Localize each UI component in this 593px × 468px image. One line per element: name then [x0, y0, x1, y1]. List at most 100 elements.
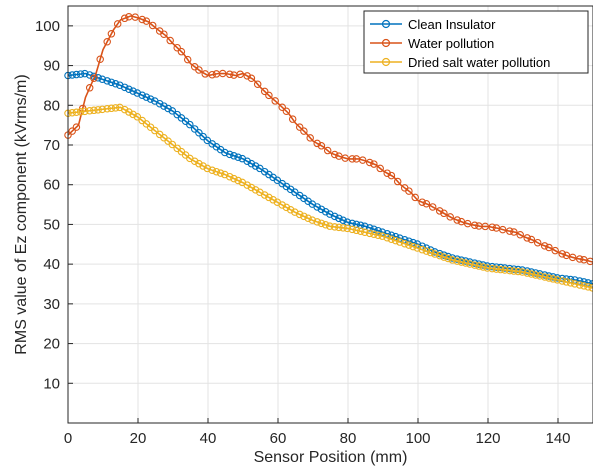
data-point	[461, 259, 470, 267]
data-point	[440, 253, 448, 261]
data-point	[125, 85, 133, 93]
data-point	[400, 239, 409, 248]
data-point	[72, 70, 81, 79]
data-point	[166, 36, 174, 45]
legend: Clean Insulator Water pollution Dried salt…	[363, 10, 589, 74]
data-point	[341, 154, 349, 162]
data-point	[269, 196, 277, 204]
data-point	[411, 193, 419, 202]
data-point	[151, 126, 159, 135]
data-point	[409, 242, 417, 251]
data-point	[523, 269, 531, 277]
data-point	[236, 70, 244, 79]
data-point	[225, 70, 234, 79]
data-point	[203, 164, 212, 173]
data-point	[588, 284, 593, 292]
data-point	[431, 248, 439, 256]
data-point	[190, 125, 199, 133]
data-point	[553, 276, 562, 284]
data-point	[545, 274, 553, 282]
series-2	[64, 103, 593, 292]
y-tick-label: 90	[43, 58, 60, 75]
data-point	[306, 134, 314, 142]
data-point	[370, 230, 378, 239]
data-point	[81, 107, 89, 116]
data-point	[422, 200, 431, 208]
data-point	[131, 13, 139, 21]
data-point	[330, 223, 339, 231]
data-point	[463, 219, 472, 228]
data-point	[160, 30, 168, 38]
data-point	[387, 171, 396, 180]
data-point	[288, 115, 297, 123]
data-point	[225, 172, 234, 181]
data-point	[286, 205, 295, 214]
data-point	[129, 87, 137, 95]
data-point	[483, 264, 492, 272]
x-axis-title: Sensor Position (mm)	[254, 449, 408, 466]
data-point	[216, 169, 225, 177]
data-point	[85, 84, 94, 92]
data-point	[523, 234, 531, 242]
data-point	[518, 268, 527, 276]
data-point	[243, 72, 251, 80]
plot-frame	[67, 5, 593, 424]
data-point	[418, 198, 426, 206]
data-point	[90, 106, 98, 115]
data-point	[113, 20, 122, 28]
data-point	[335, 223, 343, 232]
data-point	[558, 277, 566, 285]
data-point	[431, 250, 439, 258]
data-point	[343, 224, 352, 233]
data-point	[107, 78, 116, 87]
y-tick-label: 80	[43, 97, 60, 114]
data-point	[96, 55, 104, 63]
data-point	[68, 127, 76, 135]
data-point	[568, 253, 577, 262]
data-point	[308, 216, 317, 224]
legend-swatch-marker	[381, 19, 391, 29]
data-point	[330, 212, 339, 221]
data-point	[103, 37, 111, 46]
legend-swatch-marker	[381, 57, 391, 67]
data-point	[440, 209, 448, 218]
data-point	[313, 203, 321, 211]
legend-item: Clean Insulator	[370, 17, 496, 32]
x-tick-label: 20	[130, 430, 147, 447]
data-point	[317, 219, 326, 228]
data-point	[566, 279, 575, 287]
data-point	[190, 157, 199, 166]
data-point	[348, 155, 356, 163]
data-point	[243, 181, 251, 189]
data-point	[221, 170, 229, 179]
data-point	[234, 153, 242, 161]
data-point	[225, 150, 234, 159]
data-point	[374, 231, 382, 239]
y-tick-label: 40	[43, 256, 60, 273]
data-point	[536, 272, 544, 280]
data-point	[98, 105, 107, 114]
data-point	[527, 270, 536, 278]
data-point	[271, 97, 279, 105]
data-point	[133, 113, 142, 121]
data-point	[247, 74, 256, 83]
grid-lines	[67, 6, 593, 423]
legend-label: Dried salt water pollution	[408, 55, 550, 70]
data-point	[418, 245, 426, 254]
data-point	[387, 235, 396, 243]
data-point	[505, 264, 514, 273]
data-point	[146, 95, 155, 103]
data-point	[481, 222, 489, 231]
data-point	[571, 280, 579, 288]
series-0	[64, 69, 593, 288]
data-point	[428, 203, 437, 211]
data-point	[282, 203, 291, 212]
data-point	[584, 283, 592, 291]
data-point	[107, 30, 116, 38]
y-tick-label: 70	[43, 137, 60, 154]
data-point	[313, 139, 321, 148]
data-point	[326, 222, 334, 230]
data-point	[391, 236, 400, 245]
series-1	[64, 12, 593, 266]
data-point	[339, 224, 347, 232]
